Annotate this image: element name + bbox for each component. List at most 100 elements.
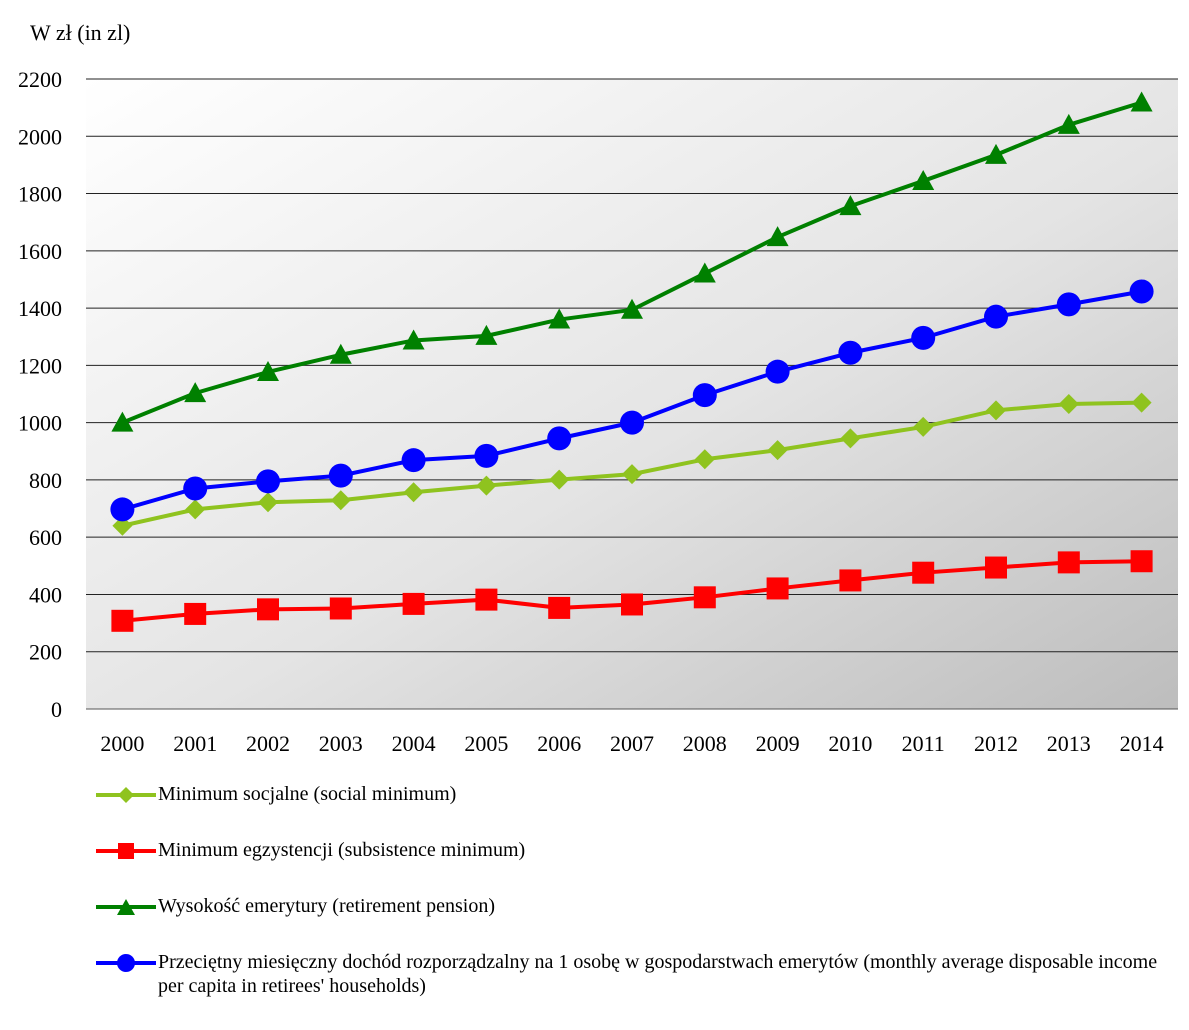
x-tick-label: 2012 (974, 731, 1018, 756)
data-point (839, 569, 862, 592)
x-tick-label: 2003 (319, 731, 363, 756)
y-tick-label: 2000 (18, 124, 62, 149)
data-point (401, 448, 426, 473)
x-tick-label: 2013 (1047, 731, 1091, 756)
y-tick-label: 600 (29, 525, 62, 550)
y-tick-label: 400 (29, 582, 62, 607)
data-point (621, 593, 643, 616)
diamond-marker-icon (96, 787, 156, 803)
legend-item-subsistence-minimum[interactable]: Minimum egzystencji (subsistence minimum… (96, 838, 1176, 862)
series-circle (110, 279, 1154, 522)
data-point (912, 561, 935, 584)
data-point (693, 586, 716, 609)
data-point (474, 443, 499, 468)
data-point (986, 400, 1006, 421)
data-point (257, 360, 279, 381)
legend-label: Przeciętny miesięczny dochód rozporządza… (158, 951, 1158, 997)
data-point (549, 469, 570, 490)
series-layer (110, 91, 1154, 632)
data-point (548, 308, 571, 329)
triangle-marker-icon (96, 899, 156, 915)
legend-item-retirement-pension[interactable]: Wysokość emerytury (retirement pension) (96, 894, 1176, 918)
data-point (622, 464, 642, 485)
y-tick-label: 0 (51, 697, 62, 722)
x-tick-label: 2008 (683, 731, 727, 756)
series-triangle (111, 91, 1153, 432)
data-point (766, 226, 789, 247)
data-point (1129, 279, 1154, 304)
data-point (694, 449, 715, 470)
x-tick-label: 2004 (392, 731, 436, 756)
square-marker-icon (96, 843, 156, 859)
y-tick-label: 1000 (18, 411, 62, 436)
data-point (913, 416, 934, 437)
data-point (765, 359, 790, 384)
data-point (985, 143, 1007, 164)
data-point (911, 325, 936, 350)
y-tick-label: 200 (29, 640, 62, 665)
data-point (256, 469, 280, 494)
legend-item-disposable-income[interactable]: Przeciętny miesięczny dochód rozporządza… (96, 950, 1176, 998)
y-tick-label: 1800 (18, 182, 62, 207)
data-point (984, 304, 1008, 329)
data-point (912, 169, 935, 190)
y-tick-label: 800 (29, 468, 62, 493)
data-point (329, 597, 352, 620)
data-point (766, 577, 789, 600)
data-point (839, 195, 862, 216)
data-point (475, 324, 498, 345)
data-point (257, 598, 279, 621)
legend: Minimum socjalne (social minimum) Minimu… (96, 782, 1176, 1030)
y-tick-labels: 0 200 400 600 800 1000 1200 1400 1600 1800 2000 220… (18, 67, 62, 722)
data-point (330, 490, 351, 511)
data-point (258, 492, 278, 513)
series-square (111, 550, 1153, 632)
x-tick-label: 2000 (100, 731, 144, 756)
y-tick-label: 2200 (18, 67, 62, 92)
data-point (402, 329, 425, 350)
x-tick-labels: 2000 2001 2002 2003 2004 2005 2006 2007 2008 2009… (100, 731, 1163, 756)
data-point (1130, 550, 1153, 573)
data-point (329, 343, 352, 364)
x-tick-label: 2010 (828, 731, 872, 756)
data-point (692, 383, 717, 408)
x-tick-label: 2007 (610, 731, 654, 756)
legend-label: Minimum socjalne (social minimum) (158, 783, 457, 805)
data-point (693, 262, 716, 283)
data-point (547, 426, 572, 451)
y-tick-label: 1200 (18, 353, 62, 378)
y-tick-label: 1600 (18, 239, 62, 264)
data-point (621, 298, 643, 319)
circle-marker-icon (96, 954, 156, 972)
series-diamond (112, 392, 1152, 536)
data-point (184, 602, 207, 625)
data-point (620, 410, 644, 435)
data-point (767, 440, 788, 461)
data-point (183, 476, 208, 501)
data-point (185, 499, 206, 520)
x-tick-label: 2009 (756, 731, 800, 756)
x-tick-label: 2011 (902, 731, 945, 756)
legend-label: Wysokość emerytury (retirement pension) (158, 895, 496, 917)
data-point (403, 482, 424, 503)
data-point (475, 588, 498, 611)
data-point (1058, 394, 1079, 415)
data-point (111, 609, 134, 632)
data-point (111, 411, 134, 432)
legend-item-social-minimum[interactable]: Minimum socjalne (social minimum) (96, 782, 1176, 806)
data-point (838, 340, 863, 365)
y-tick-label: 1400 (18, 296, 62, 321)
data-point (1057, 113, 1080, 134)
data-point (110, 497, 135, 522)
data-point (1131, 392, 1152, 413)
data-point (1130, 91, 1153, 112)
data-point (985, 556, 1007, 579)
y-axis-label: W zł (in zl) (30, 20, 130, 45)
data-point (184, 382, 207, 403)
data-point (328, 463, 353, 488)
data-point (402, 592, 425, 615)
data-point (476, 475, 497, 496)
legend-label: Minimum egzystencji (subsistence minimum… (158, 839, 526, 861)
x-tick-label: 2006 (537, 731, 581, 756)
